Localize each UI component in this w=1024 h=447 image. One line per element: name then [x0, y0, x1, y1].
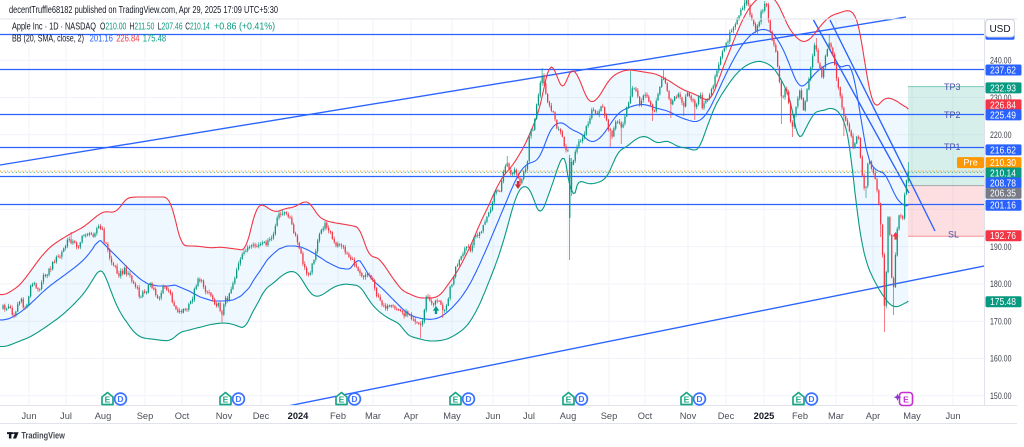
svg-text:E: E [453, 395, 459, 405]
svg-text:TP2: TP2 [944, 110, 961, 120]
svg-text:D: D [351, 394, 357, 404]
svg-text:Aug: Aug [95, 411, 112, 421]
svg-text:May: May [903, 411, 921, 421]
svg-text:Nov: Nov [680, 411, 697, 421]
svg-text:Sep: Sep [137, 411, 154, 421]
svg-text:USD: USD [989, 24, 1010, 35]
svg-text:SL: SL [948, 230, 959, 240]
svg-text:190.00: 190.00 [990, 242, 1012, 252]
svg-text:Jul: Jul [60, 411, 72, 421]
svg-text:L207.46: L207.46 [158, 21, 183, 33]
svg-text:Nov: Nov [216, 411, 233, 421]
svg-text:201.16: 201.16 [90, 33, 113, 45]
svg-text:Apr: Apr [404, 411, 418, 421]
svg-text:Jun: Jun [486, 411, 501, 421]
svg-text:175.48: 175.48 [990, 297, 1016, 308]
svg-text:TradingView: TradingView [21, 431, 65, 442]
svg-text:C210.14: C210.14 [185, 21, 210, 33]
svg-text:Jun: Jun [22, 411, 37, 421]
svg-text:160.00: 160.00 [990, 354, 1012, 364]
svg-text:2025: 2025 [754, 411, 775, 421]
svg-text:E: E [684, 395, 690, 405]
svg-text:E: E [105, 395, 111, 405]
svg-text:220.00: 220.00 [990, 130, 1012, 140]
svg-text:225.49: 225.49 [990, 110, 1016, 121]
svg-text:Aug: Aug [560, 411, 577, 421]
svg-text:+0.86 (+0.41%): +0.86 (+0.41%) [214, 21, 275, 33]
svg-text:Oct: Oct [175, 411, 190, 421]
svg-text:Sep: Sep [601, 411, 618, 421]
svg-text:Jun: Jun [946, 411, 961, 421]
svg-text:2024: 2024 [288, 411, 310, 421]
svg-text:BB (20, SMA, close, 2): BB (20, SMA, close, 2) [12, 33, 84, 45]
svg-text:Feb: Feb [330, 411, 346, 421]
svg-text:D: D [808, 394, 814, 404]
svg-text:TP1: TP1 [944, 142, 961, 152]
svg-text:170.00: 170.00 [990, 317, 1012, 327]
svg-text:D: D [465, 394, 471, 404]
svg-text:Pre: Pre [963, 158, 977, 168]
svg-text:O210.00: O210.00 [100, 21, 126, 33]
svg-text:210.30: 210.30 [990, 158, 1016, 169]
svg-text:Feb: Feb [792, 411, 808, 421]
svg-text:201.16: 201.16 [990, 201, 1016, 212]
svg-text:150.00: 150.00 [990, 391, 1012, 401]
svg-text:208.78: 208.78 [990, 178, 1016, 189]
svg-text:210.14: 210.14 [990, 168, 1016, 179]
svg-text:E: E [223, 395, 229, 405]
svg-text:E: E [566, 395, 572, 405]
svg-text:226.84: 226.84 [116, 33, 139, 45]
svg-text:D: D [235, 394, 241, 404]
svg-text:Jul: Jul [523, 411, 535, 421]
svg-text:175.48: 175.48 [143, 33, 166, 45]
svg-text:E: E [903, 395, 909, 405]
svg-text:Dec: Dec [718, 411, 735, 421]
svg-text:TP3: TP3 [944, 82, 961, 92]
svg-text:decentTruffle68182 published o: decentTruffle68182 published on TradingV… [9, 4, 278, 16]
svg-text:Apr: Apr [866, 411, 880, 421]
svg-text:206.35: 206.35 [990, 189, 1016, 200]
svg-text:216.62: 216.62 [990, 145, 1016, 156]
svg-text:D: D [117, 394, 123, 404]
svg-text:226.84: 226.84 [990, 100, 1016, 111]
svg-text:Mar: Mar [365, 411, 381, 421]
svg-text:Oct: Oct [638, 411, 653, 421]
svg-text:H211.50: H211.50 [130, 21, 155, 33]
svg-text:D: D [578, 394, 584, 404]
svg-text:Dec: Dec [253, 411, 270, 421]
svg-text:D: D [696, 394, 702, 404]
svg-text:232.93: 232.93 [990, 83, 1016, 94]
svg-text:230.00: 230.00 [990, 93, 1012, 103]
svg-text:E: E [796, 395, 802, 405]
svg-text:192.76: 192.76 [990, 231, 1016, 242]
svg-text:240.00: 240.00 [990, 56, 1012, 66]
svg-text:May: May [443, 411, 461, 421]
svg-text:Apple Inc · 1D · NASDAQ: Apple Inc · 1D · NASDAQ [12, 21, 96, 33]
svg-text:180.00: 180.00 [990, 279, 1012, 289]
svg-text:E: E [339, 395, 345, 405]
svg-text:Mar: Mar [828, 411, 844, 421]
svg-text:237.62: 237.62 [990, 65, 1016, 76]
